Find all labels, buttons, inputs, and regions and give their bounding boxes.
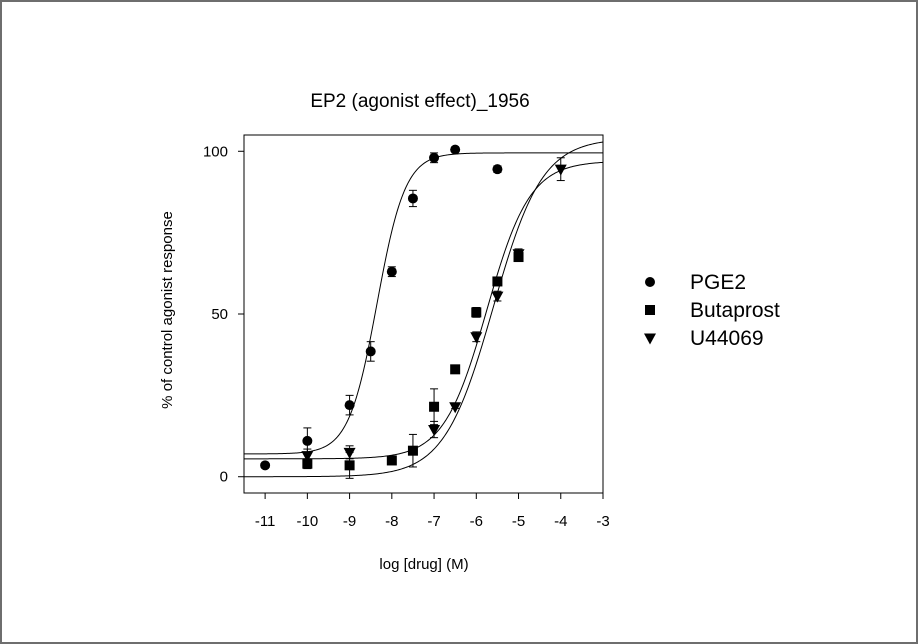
point-u44069 <box>301 451 314 463</box>
point-u44069 <box>428 425 441 437</box>
x-tick-label: -11 <box>255 513 276 530</box>
point-pge2 <box>407 193 418 204</box>
point-u44069 <box>470 332 483 344</box>
x-axis-label: log [drug] (M) <box>379 556 468 573</box>
x-tick-label: -10 <box>297 513 319 530</box>
x-tick-label: -4 <box>554 513 567 530</box>
x-tick-label: -5 <box>512 513 525 530</box>
y-tick-label: 50 <box>211 306 228 323</box>
point-butaprost <box>450 364 461 375</box>
x-tick-label: -3 <box>596 513 609 530</box>
point-butaprost <box>302 458 313 469</box>
point-butaprost <box>492 276 503 287</box>
y-axis-ticks: 0 50 100 <box>203 143 244 486</box>
point-pge2 <box>386 266 397 277</box>
fit-curve-pge2 <box>244 152 603 455</box>
y-tick-label: 100 <box>203 143 228 160</box>
point-pge2 <box>492 164 503 175</box>
data-points <box>260 144 567 471</box>
point-pge2 <box>429 152 440 163</box>
point-u44069 <box>512 249 525 261</box>
point-butaprost <box>344 460 355 471</box>
point-butaprost <box>386 455 397 466</box>
legend: PGE2 Butaprost U44069 <box>644 271 780 350</box>
point-u44069 <box>343 447 356 459</box>
legend-marker-pge2 <box>645 277 655 287</box>
x-tick-label: -7 <box>427 513 440 530</box>
point-pge2 <box>450 144 461 155</box>
y-tick-label: 0 <box>220 469 228 486</box>
fit-curve-u44069 <box>244 141 604 478</box>
legend-label-butaprost: Butaprost <box>690 299 780 322</box>
point-pge2 <box>260 460 271 471</box>
chart-title: EP2 (agonist effect)_1956 <box>310 91 529 112</box>
point-pge2 <box>365 346 376 357</box>
legend-marker-u44069 <box>644 333 656 345</box>
x-tick-label: -9 <box>343 513 356 530</box>
x-tick-label: -6 <box>470 513 483 530</box>
x-axis-ticks: -11 -10 -9 -8 -7 -6 -5 -4 -3 <box>255 493 610 530</box>
plot-area <box>243 134 604 494</box>
x-tick-label: -8 <box>385 513 398 530</box>
point-butaprost <box>407 445 418 456</box>
fit-curves <box>244 141 604 478</box>
legend-label-u44069: U44069 <box>690 327 764 350</box>
point-u44069 <box>554 164 567 176</box>
point-pge2 <box>344 400 355 411</box>
legend-marker-butaprost <box>645 305 655 315</box>
point-pge2 <box>302 435 313 446</box>
point-u44069 <box>491 291 504 303</box>
fit-curve-butaprost <box>244 161 604 460</box>
point-butaprost <box>471 307 482 318</box>
point-butaprost <box>429 401 440 412</box>
point-u44069 <box>449 402 462 414</box>
y-axis-label: % of control agonist response <box>159 211 176 409</box>
legend-label-pge2: PGE2 <box>690 271 746 294</box>
